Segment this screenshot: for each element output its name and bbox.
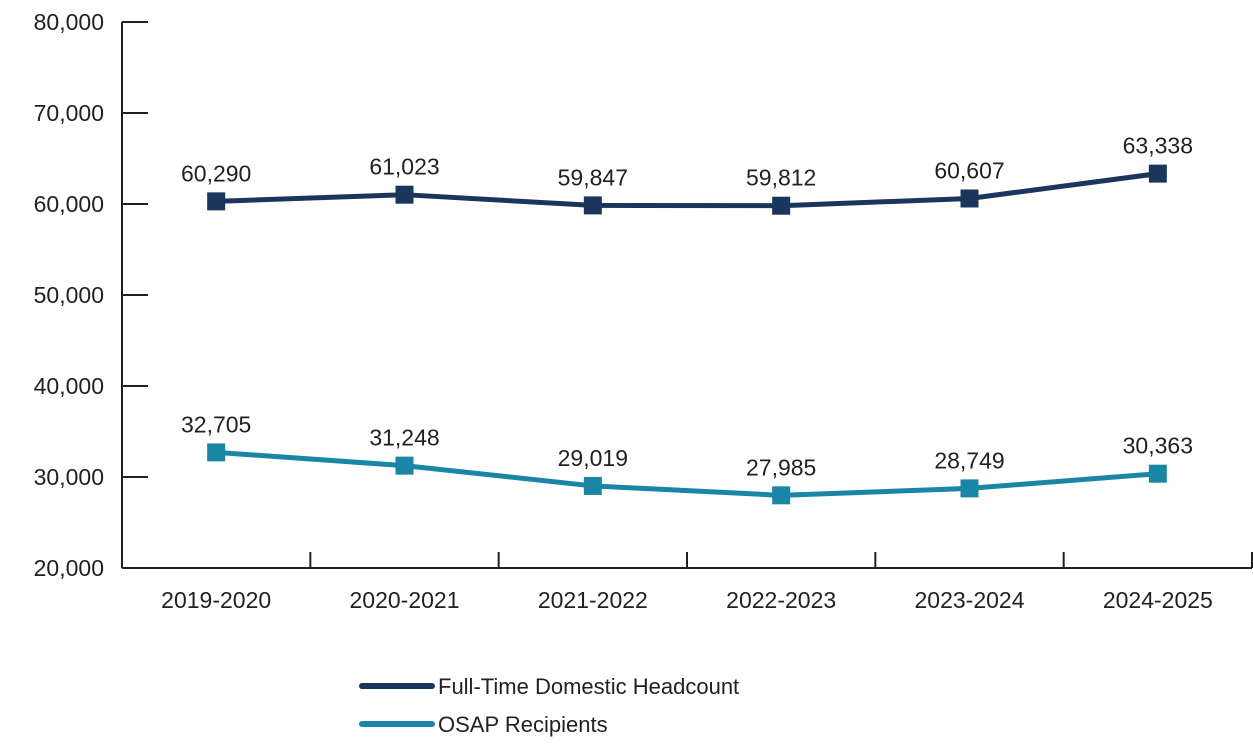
data-label: 60,607 xyxy=(934,157,1004,183)
axes xyxy=(121,22,1252,569)
data-label: 27,985 xyxy=(746,454,816,480)
data-label: 60,290 xyxy=(181,160,251,186)
x-tick-label: 2022-2023 xyxy=(726,587,836,613)
series-line xyxy=(216,171,1159,209)
data-point-marker xyxy=(1148,164,1167,183)
data-label: 32,705 xyxy=(181,411,251,437)
legend-label: Full-Time Domestic Headcount xyxy=(438,674,739,699)
y-tick-label: 50,000 xyxy=(34,282,104,308)
series-headcount: 60,290 61,023 59,847 59,812 60,607 63,338 xyxy=(181,133,1193,215)
data-point-marker xyxy=(395,185,414,204)
data-point-marker xyxy=(395,456,414,475)
y-tick-label: 80,000 xyxy=(34,9,104,35)
data-point-marker xyxy=(960,479,979,498)
y-tick-label: 60,000 xyxy=(34,191,104,217)
x-tick-label: 2019-2020 xyxy=(161,587,271,613)
y-tick-label: 40,000 xyxy=(34,373,104,399)
series-layer: 60,290 61,023 59,847 59,812 60,607 63,338 32,7… xyxy=(181,133,1193,505)
x-tick-label: 2023-2024 xyxy=(915,587,1025,613)
data-point-marker xyxy=(207,443,226,462)
data-label: 63,338 xyxy=(1123,133,1193,159)
y-axis-ticks: 20,000 30,000 40,000 50,000 60,000 70,000 80,0… xyxy=(34,9,148,581)
legend: Full-Time Domestic Headcount OSAP Recipie… xyxy=(359,674,739,737)
data-point-marker xyxy=(207,192,226,211)
series-line xyxy=(215,449,1159,498)
data-point-marker xyxy=(960,189,979,208)
data-label: 59,847 xyxy=(558,164,628,190)
data-label: 30,363 xyxy=(1123,433,1193,459)
data-point-marker xyxy=(772,486,791,505)
y-tick-label: 20,000 xyxy=(34,555,104,581)
data-label: 31,248 xyxy=(369,425,439,451)
x-tick-label: 2020-2021 xyxy=(350,587,460,613)
data-label: 28,749 xyxy=(934,447,1004,473)
legend-item: Full-Time Domestic Headcount xyxy=(359,674,739,699)
data-point-marker xyxy=(583,476,602,495)
data-point-marker xyxy=(583,196,602,215)
data-point-marker xyxy=(772,196,791,215)
x-axis-ticks: 2019-2020 2020-2021 2021-2022 2022-2023 2023… xyxy=(161,552,1253,613)
data-point-marker xyxy=(1148,464,1167,483)
legend-item: OSAP Recipients xyxy=(359,712,608,737)
series-osap: 32,705 31,248 29,019 27,985 28,749 30,363 xyxy=(181,411,1193,505)
x-tick-label: 2021-2022 xyxy=(538,587,648,613)
x-tick-label: 2024-2025 xyxy=(1103,587,1213,613)
legend-label: OSAP Recipients xyxy=(438,712,608,737)
data-label: 61,023 xyxy=(369,154,439,180)
y-tick-label: 70,000 xyxy=(34,100,104,126)
data-label: 59,812 xyxy=(746,165,816,191)
data-label: 29,019 xyxy=(558,445,628,471)
y-tick-label: 30,000 xyxy=(34,464,104,490)
